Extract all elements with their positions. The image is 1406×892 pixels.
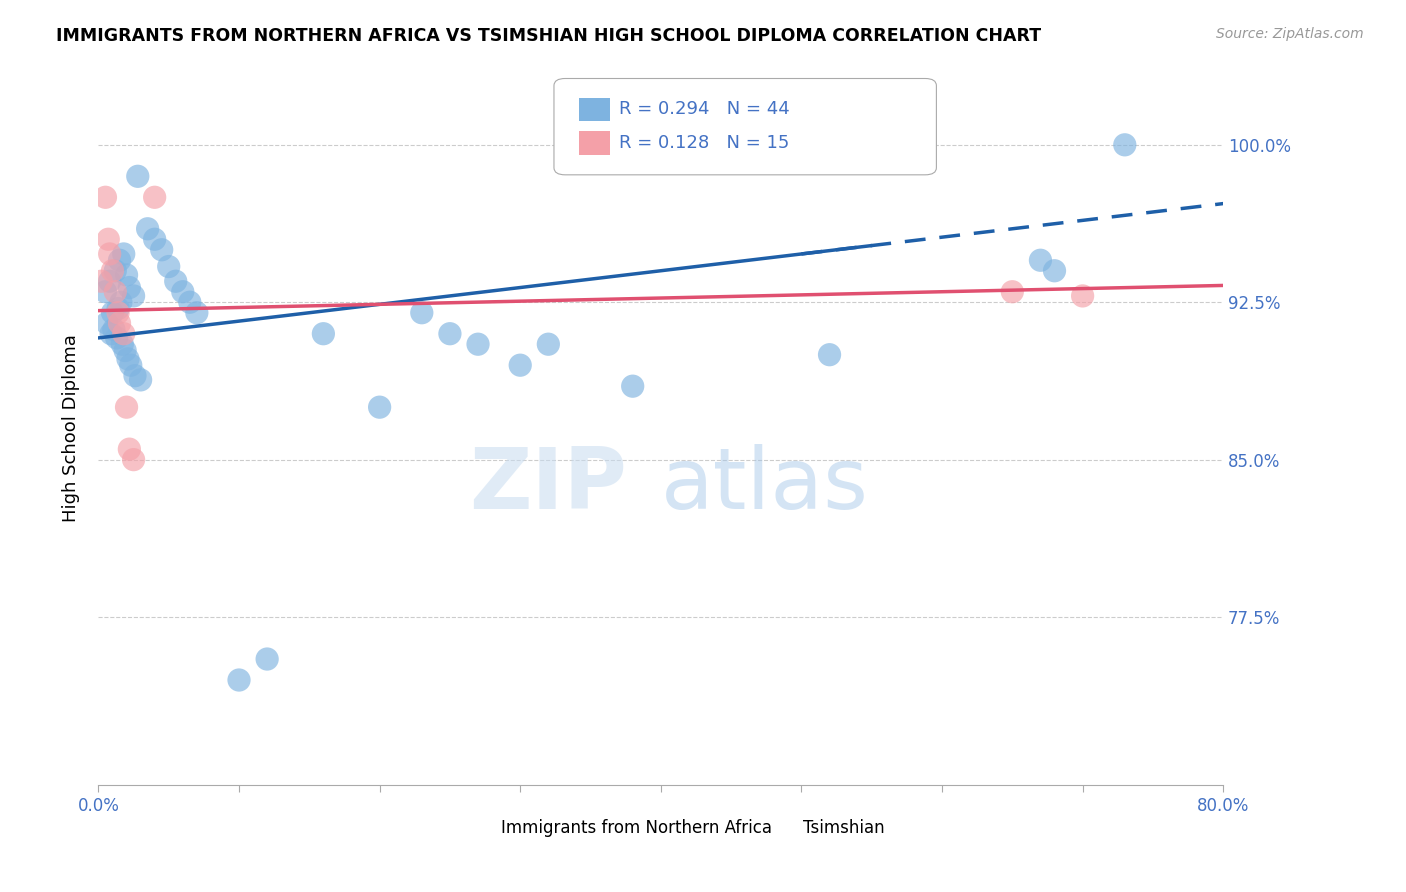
Text: IMMIGRANTS FROM NORTHERN AFRICA VS TSIMSHIAN HIGH SCHOOL DIPLOMA CORRELATION CHA: IMMIGRANTS FROM NORTHERN AFRICA VS TSIMS… xyxy=(56,27,1042,45)
Point xyxy=(127,169,149,184)
Point xyxy=(97,232,120,246)
Point xyxy=(108,316,131,330)
Y-axis label: High School Diploma: High School Diploma xyxy=(62,334,80,522)
Point xyxy=(105,331,128,345)
Text: ZIP: ZIP xyxy=(470,443,627,527)
Point xyxy=(172,285,194,299)
Point xyxy=(439,326,461,341)
Text: R = 0.294   N = 44: R = 0.294 N = 44 xyxy=(619,100,790,118)
Point xyxy=(411,306,433,320)
Text: Immigrants from Northern Africa: Immigrants from Northern Africa xyxy=(501,819,772,837)
Point xyxy=(122,289,145,303)
Point xyxy=(118,442,141,457)
Point xyxy=(111,337,134,351)
Text: R = 0.128   N = 15: R = 0.128 N = 15 xyxy=(619,134,790,152)
Point xyxy=(1001,285,1024,299)
Point xyxy=(143,190,166,204)
Point xyxy=(110,295,132,310)
Point xyxy=(165,274,187,288)
Point xyxy=(157,260,180,274)
FancyBboxPatch shape xyxy=(554,78,936,175)
Point xyxy=(101,306,124,320)
Text: atlas: atlas xyxy=(661,443,869,527)
Point xyxy=(1043,264,1066,278)
Point xyxy=(256,652,278,666)
Point xyxy=(94,285,117,299)
Point xyxy=(100,326,122,341)
Point xyxy=(104,264,127,278)
Point xyxy=(1114,137,1136,152)
Point xyxy=(112,326,135,341)
Point xyxy=(107,301,129,316)
Text: Source: ZipAtlas.com: Source: ZipAtlas.com xyxy=(1216,27,1364,41)
Point xyxy=(150,243,173,257)
Point xyxy=(136,221,159,235)
Point xyxy=(120,358,142,372)
Point xyxy=(621,379,644,393)
Point xyxy=(1071,289,1094,303)
Point xyxy=(122,452,145,467)
Bar xyxy=(579,131,610,155)
Point xyxy=(101,264,124,278)
Point xyxy=(112,247,135,261)
Point xyxy=(368,400,391,414)
Point xyxy=(90,274,112,288)
Point xyxy=(818,348,841,362)
Point xyxy=(124,368,146,383)
Point xyxy=(98,274,121,288)
Point xyxy=(312,326,335,341)
Point xyxy=(228,673,250,687)
Bar xyxy=(470,821,495,837)
Point xyxy=(107,306,129,320)
Point xyxy=(537,337,560,351)
Point xyxy=(115,400,138,414)
Point xyxy=(509,358,531,372)
Text: Tsimshian: Tsimshian xyxy=(803,819,884,837)
Bar xyxy=(770,821,796,837)
Point xyxy=(108,253,131,268)
Point xyxy=(98,247,121,261)
Point xyxy=(96,316,118,330)
Point xyxy=(118,280,141,294)
Point xyxy=(143,232,166,246)
Bar xyxy=(579,98,610,121)
Point xyxy=(115,268,138,282)
Point xyxy=(179,295,201,310)
Point xyxy=(114,343,136,358)
Point xyxy=(186,306,208,320)
Point xyxy=(1029,253,1052,268)
Point xyxy=(94,190,117,204)
Point xyxy=(467,337,489,351)
Point xyxy=(117,351,139,366)
Point xyxy=(104,285,127,299)
Point xyxy=(129,373,152,387)
Point xyxy=(103,322,125,336)
